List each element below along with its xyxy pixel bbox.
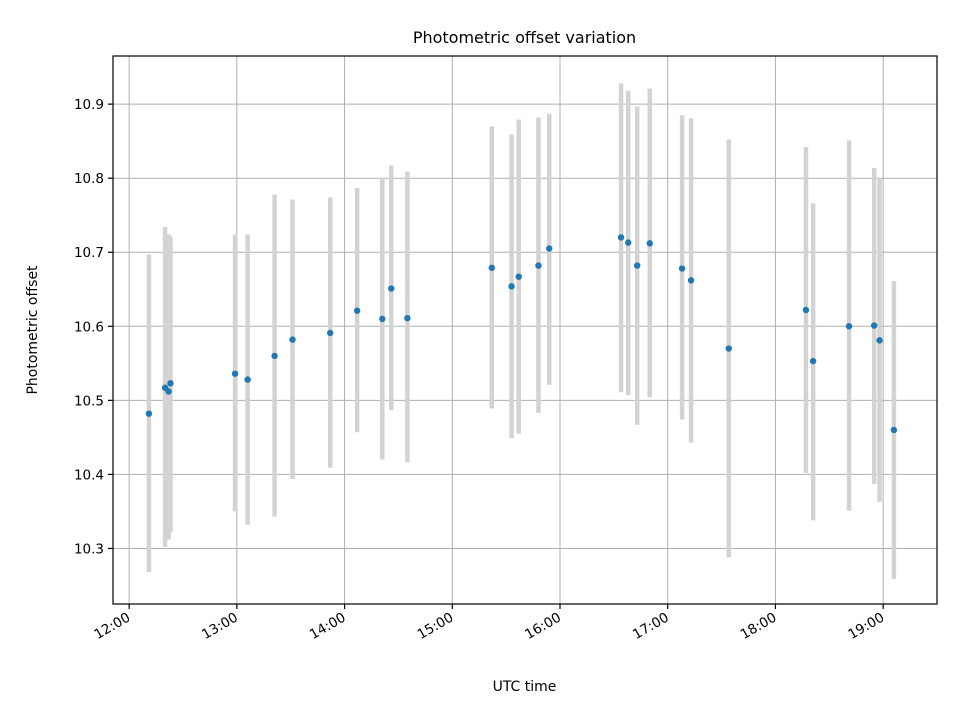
x-tick-label: 12:00 [91,610,133,643]
data-point [687,277,695,284]
data-point [508,283,515,290]
data-point [515,273,522,280]
y-tick-label: 10.9 [74,97,104,113]
data-point [488,264,495,271]
data-point [870,322,878,329]
y-tick-label: 10.6 [74,319,104,335]
x-axis-label: UTC time [493,679,557,695]
data-point [244,376,251,383]
data-point [845,323,853,330]
data-point [379,315,386,323]
data-point [404,314,411,322]
x-tick-label: 19:00 [845,610,887,643]
data-point [725,345,732,352]
plot-area-frame [112,55,938,605]
data-point [327,329,334,337]
data-point [145,410,153,417]
data-point [890,426,898,434]
data-point [353,307,361,314]
y-tick-label: 10.7 [74,245,104,261]
y-axis-ticks: 10.3 10.4 10.5 10.6 10.7 10.8 10.9 [74,97,113,557]
data-point [646,240,653,247]
data-point [625,239,632,246]
data-point [809,357,817,365]
y-tick-label: 10.4 [74,467,104,483]
data-point [165,388,172,395]
x-axis-ticks: 12:00 13:00 14:00 15:00 16:00 17:00 18:00 19:00 [91,604,887,643]
y-tick-label: 10.5 [74,393,104,409]
data-point [231,370,239,377]
x-tick-label: 16:00 [522,610,564,643]
data-point [388,285,395,292]
x-tick-label: 18:00 [738,610,780,643]
x-tick-label: 13:00 [199,610,241,643]
x-tick-label: 14:00 [307,610,349,643]
data-point [271,352,278,360]
data-point [617,234,625,241]
data-point [546,245,553,252]
data-point [634,262,641,269]
data-point [678,265,686,272]
y-tick-label: 10.3 [74,541,104,557]
data-point [802,306,810,314]
chart-title: Photometric offset variation [413,28,636,47]
data-point [289,336,296,343]
x-tick-label: 15:00 [415,610,457,643]
data-points [145,234,898,434]
y-tick-label: 10.8 [74,171,104,187]
data-point [535,262,542,269]
y-axis-label: Photometric offset [25,265,41,395]
data-point [876,337,883,344]
x-tick-label: 17:00 [630,610,672,643]
error-bars [146,83,897,579]
data-point [167,380,174,387]
grid [113,56,937,604]
